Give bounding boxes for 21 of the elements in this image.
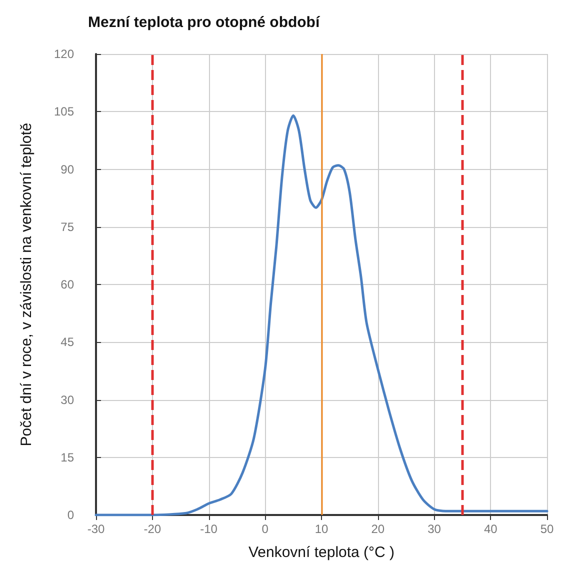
x-tick-label: -30 [87,522,105,536]
x-tick-label: 30 [428,522,442,536]
y-tick-label: 30 [60,392,74,407]
x-tick-label: 40 [484,522,498,536]
y-tick-label: 15 [60,450,74,464]
x-tick-label: 10 [314,522,328,536]
x-tick-label: -20 [144,522,162,536]
x-axis-title: Venkovní teplota (°C ) [248,544,395,561]
y-tick-label: 120 [54,47,74,61]
x-tick-label: 50 [540,522,554,536]
y-tick-label: 0 [67,508,74,522]
x-tick-label: 20 [371,522,385,536]
y-tick-label: 75 [60,220,74,234]
chart-title: Mezní teplota pro otopné období [88,14,320,31]
y-tick-label: 105 [54,104,74,119]
y-axis-title: Počet dní v roce, v závislosti na venkovní teplotě [18,122,35,446]
x-tick-label: -10 [200,522,218,536]
y-tick-label: 60 [60,278,74,292]
y-tick-label: 90 [60,162,74,176]
y-tick-label: 45 [60,335,74,350]
x-tick-label: 0 [262,522,269,536]
